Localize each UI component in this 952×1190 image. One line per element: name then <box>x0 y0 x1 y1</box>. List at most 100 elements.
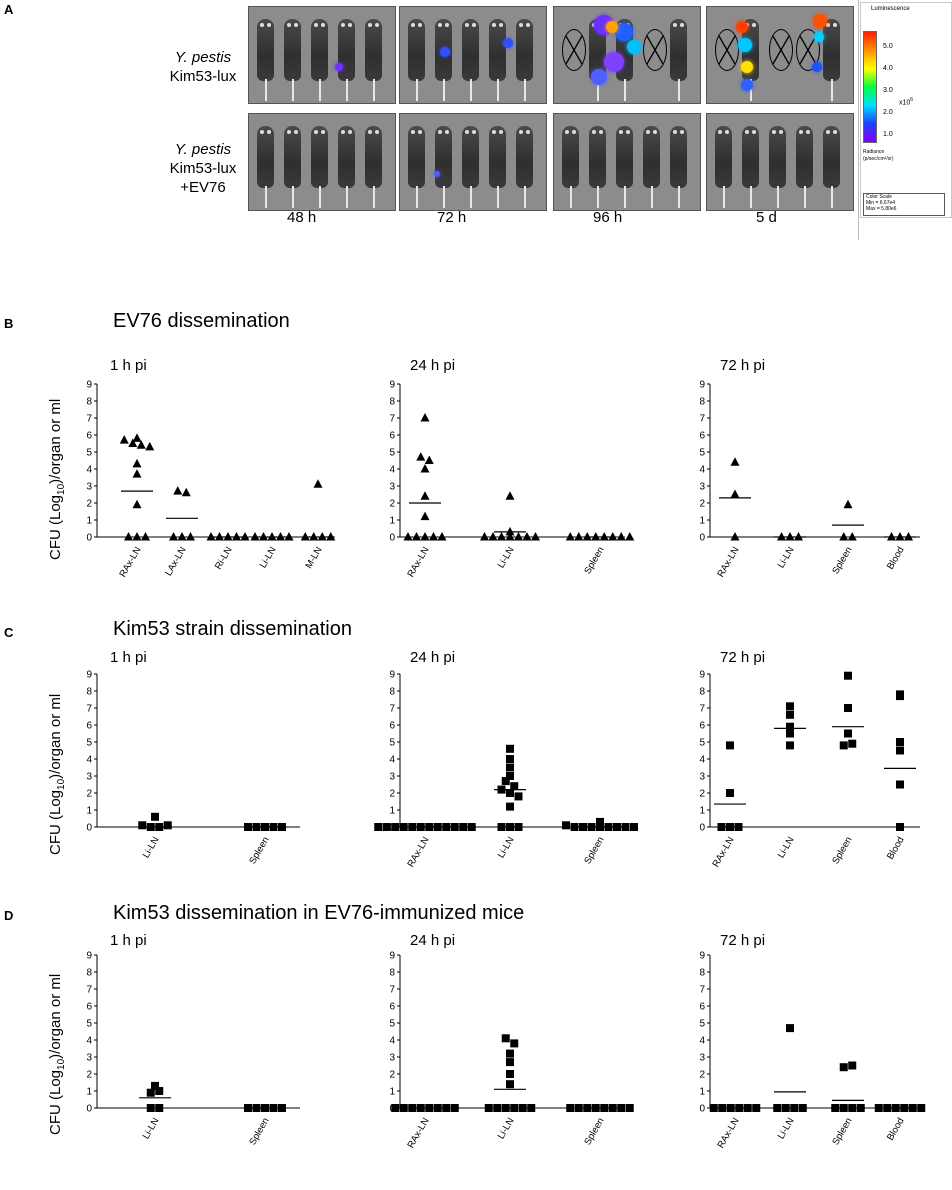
bioluminescence-signal <box>736 21 748 33</box>
data-point-triangle <box>300 532 310 541</box>
data-point-square <box>391 823 400 831</box>
x-category-label: Blood <box>885 545 907 572</box>
row2-label-strain: Kim53-lux <box>169 160 237 177</box>
color-scale-panel: Luminescence 5.0 4.0 3.0 2.0 1.0 x106 Ra… <box>860 2 952 218</box>
mouse-tail <box>497 186 499 208</box>
data-point-square <box>625 1104 634 1112</box>
data-point-triangle <box>259 532 268 541</box>
data-point-square <box>786 741 794 750</box>
data-point-triangle <box>132 532 142 541</box>
subtitle-c-1h: 1 h pi <box>110 649 147 666</box>
data-point-triangle <box>326 532 336 541</box>
data-point-triangle <box>488 532 498 541</box>
data-point-triangle <box>497 532 506 541</box>
data-point-triangle <box>565 532 575 541</box>
data-point-square <box>848 739 857 748</box>
panel-c-letter: C <box>4 625 14 640</box>
data-point-square <box>506 755 514 763</box>
imaging-thumbnail <box>706 113 854 211</box>
y-tick-label: 0 <box>86 823 92 834</box>
y-tick-label: 3 <box>86 772 92 783</box>
subtitle-b-24h: 24 h pi <box>410 357 456 374</box>
data-point-square <box>399 823 408 831</box>
mouse-silhouette <box>823 126 840 188</box>
bioluminescence-signal <box>335 63 343 71</box>
data-point-triangle <box>215 532 224 541</box>
data-point-triangle <box>730 457 740 466</box>
y-tick-label: 3 <box>389 772 395 783</box>
y-tick-label: 5 <box>699 738 705 749</box>
y-tick-label: 0 <box>389 533 395 544</box>
subtitle-d-1h: 1 h pi <box>110 932 147 949</box>
data-point-square <box>562 821 570 830</box>
row2-label-species: Y. pestis <box>174 141 232 158</box>
y-tick-label: 6 <box>389 1002 395 1013</box>
mouse-tail <box>319 79 321 101</box>
y-tick-label: 5 <box>86 448 92 459</box>
y-tick-label: 7 <box>389 704 395 715</box>
time-label-48h: 48 h <box>287 209 317 226</box>
data-point-square <box>726 741 734 750</box>
mouse-tail <box>597 79 599 101</box>
scale-gradient-bar <box>863 31 877 143</box>
data-point-square <box>848 1061 857 1070</box>
y-tick-label: 8 <box>389 968 395 979</box>
data-point-triangle <box>132 458 142 468</box>
mouse-tail <box>597 186 599 208</box>
row1-label-species: Y. pestis <box>174 49 232 66</box>
data-point-square <box>506 802 514 811</box>
data-point-square <box>574 1104 583 1112</box>
data-point-triangle <box>904 532 913 541</box>
scale-unit-line1: Radiance <box>863 149 885 155</box>
y-tick-label: 0 <box>699 823 705 834</box>
x-category-label: RAx-LN <box>715 1116 741 1150</box>
scale-exponent-power: 6 <box>910 97 914 103</box>
bioluminescence-signal <box>604 52 624 72</box>
y-tick-label: 6 <box>86 1002 92 1013</box>
scale-divider <box>858 0 859 240</box>
data-point-square <box>786 722 794 731</box>
data-point-square <box>151 812 159 821</box>
y-tick-label: 6 <box>699 431 705 442</box>
panel-b-letter: B <box>4 316 14 331</box>
y-tick-label: 2 <box>699 789 705 800</box>
data-point-triangle <box>181 487 191 497</box>
data-point-square <box>518 1104 527 1112</box>
x-category-label: Spleen <box>830 1116 854 1147</box>
data-point-triangle <box>424 455 434 464</box>
data-point-square <box>506 772 514 780</box>
mouse-tail <box>678 79 680 101</box>
mouse-tail <box>292 186 294 208</box>
mouse-silhouette <box>715 126 732 188</box>
panel-d-letter: D <box>4 908 14 923</box>
time-label-96h: 96 h <box>593 209 623 226</box>
x-category-label: Blood <box>885 835 907 862</box>
y-tick-label: 8 <box>86 968 92 979</box>
bioluminescence-signal <box>813 14 827 28</box>
imaging-thumbnail <box>399 6 547 104</box>
data-point-square <box>514 792 523 801</box>
mouse-silhouette <box>365 126 382 188</box>
subtitle-b-72h: 72 h pi <box>720 357 766 374</box>
bioluminescence-signal <box>741 79 753 91</box>
bioluminescence-signal <box>741 61 753 73</box>
y-tick-label: 1 <box>389 516 395 527</box>
y-tick-label: 6 <box>389 721 395 732</box>
data-point-triangle <box>522 532 532 541</box>
y-tick-label: 3 <box>86 482 92 493</box>
mouse-silhouette <box>284 126 301 188</box>
x-category-label: Li-LN <box>776 835 797 860</box>
row2-label: Y. pestis Kim53-lux +EV76 <box>158 140 248 197</box>
data-point-square <box>781 1104 790 1112</box>
data-point-square <box>493 1104 502 1112</box>
data-point-triangle <box>416 452 426 461</box>
data-point-square <box>844 671 852 680</box>
scale-tick: 4.0 <box>883 65 893 72</box>
dead-mouse-x-icon <box>769 29 793 71</box>
data-point-triangle <box>480 532 489 541</box>
y-tick-label: 9 <box>389 380 395 391</box>
scale-box-line3: Max = 5.80e6 <box>866 206 897 212</box>
data-point-square <box>501 777 510 786</box>
imaging-thumbnail <box>706 6 854 104</box>
scale-tick: 2.0 <box>883 109 893 116</box>
